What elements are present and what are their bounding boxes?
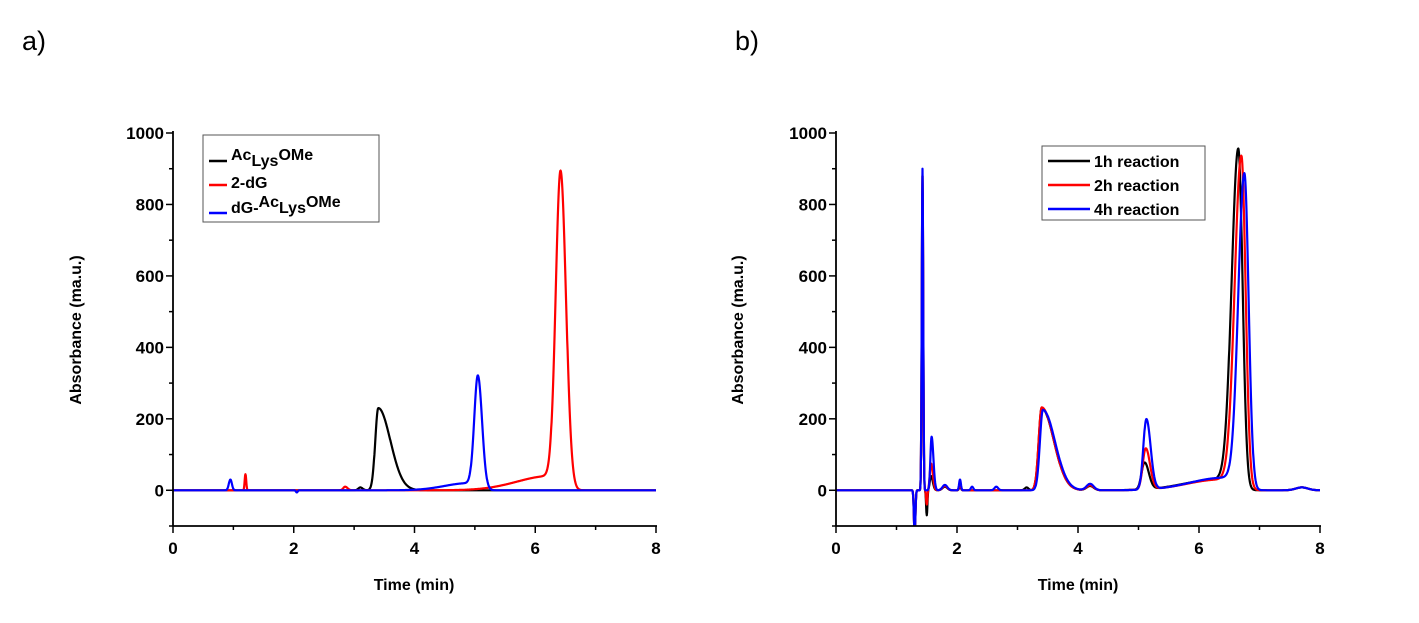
y-tick-label: 400 [136,338,164,357]
legend-label: 2-dG [231,175,267,192]
legend-label: 1h reaction [1094,154,1179,171]
y-tick-label: 1000 [789,124,827,143]
y-tick-label: 600 [799,267,827,286]
y-tick-label: 800 [799,195,827,214]
y-tick-label: 400 [799,338,827,357]
y-axis-title: Absorbance (ma.u.) [730,255,747,404]
legend: AcLysOMe 2-dG dG-AcLysOMe [202,134,380,223]
legend-label: dG-AcLysOMe [231,194,341,217]
chart-a: Time (min) Absorbance (ma.u.) 0 200 400 600… [68,124,661,594]
x-tick-label: 6 [531,539,540,558]
panel-label-a: a) [22,26,46,56]
legend: 1h reaction 2h reaction 4h reaction [1041,145,1206,221]
y-tick-label: 200 [136,410,164,429]
series-line-3 [173,374,656,494]
legend-label: AcLysOMe [231,147,313,170]
x-tick-label: 4 [1073,539,1083,558]
y-tick-label: 0 [818,481,827,500]
x-tick-label: 2 [952,539,961,558]
x-tick-label: 8 [1315,539,1324,558]
y-axis-title: Absorbance (ma.u.) [68,255,85,404]
x-tick-label: 6 [1194,539,1203,558]
x-tick-label: 4 [410,539,420,558]
y-tick-label: 800 [136,195,164,214]
x-axis-title: Time (min) [374,577,455,594]
x-axis-title: Time (min) [1038,577,1119,594]
legend-label: 2h reaction [1094,178,1179,195]
y-tick-label: 200 [799,410,827,429]
x-tick-label: 0 [831,539,840,558]
chart-b: Time (min) Absorbance (ma.u.) 0 200 400 600… [730,124,1325,594]
legend-label: 4h reaction [1094,202,1179,219]
series-line-3 [836,167,1320,526]
y-tick-label: 1000 [126,124,164,143]
panel-label-b: b) [735,26,759,56]
y-tick-label: 0 [155,481,164,500]
x-tick-label: 2 [289,539,298,558]
x-tick-label: 0 [168,539,177,558]
x-tick-label: 8 [651,539,660,558]
y-tick-label: 600 [136,267,164,286]
